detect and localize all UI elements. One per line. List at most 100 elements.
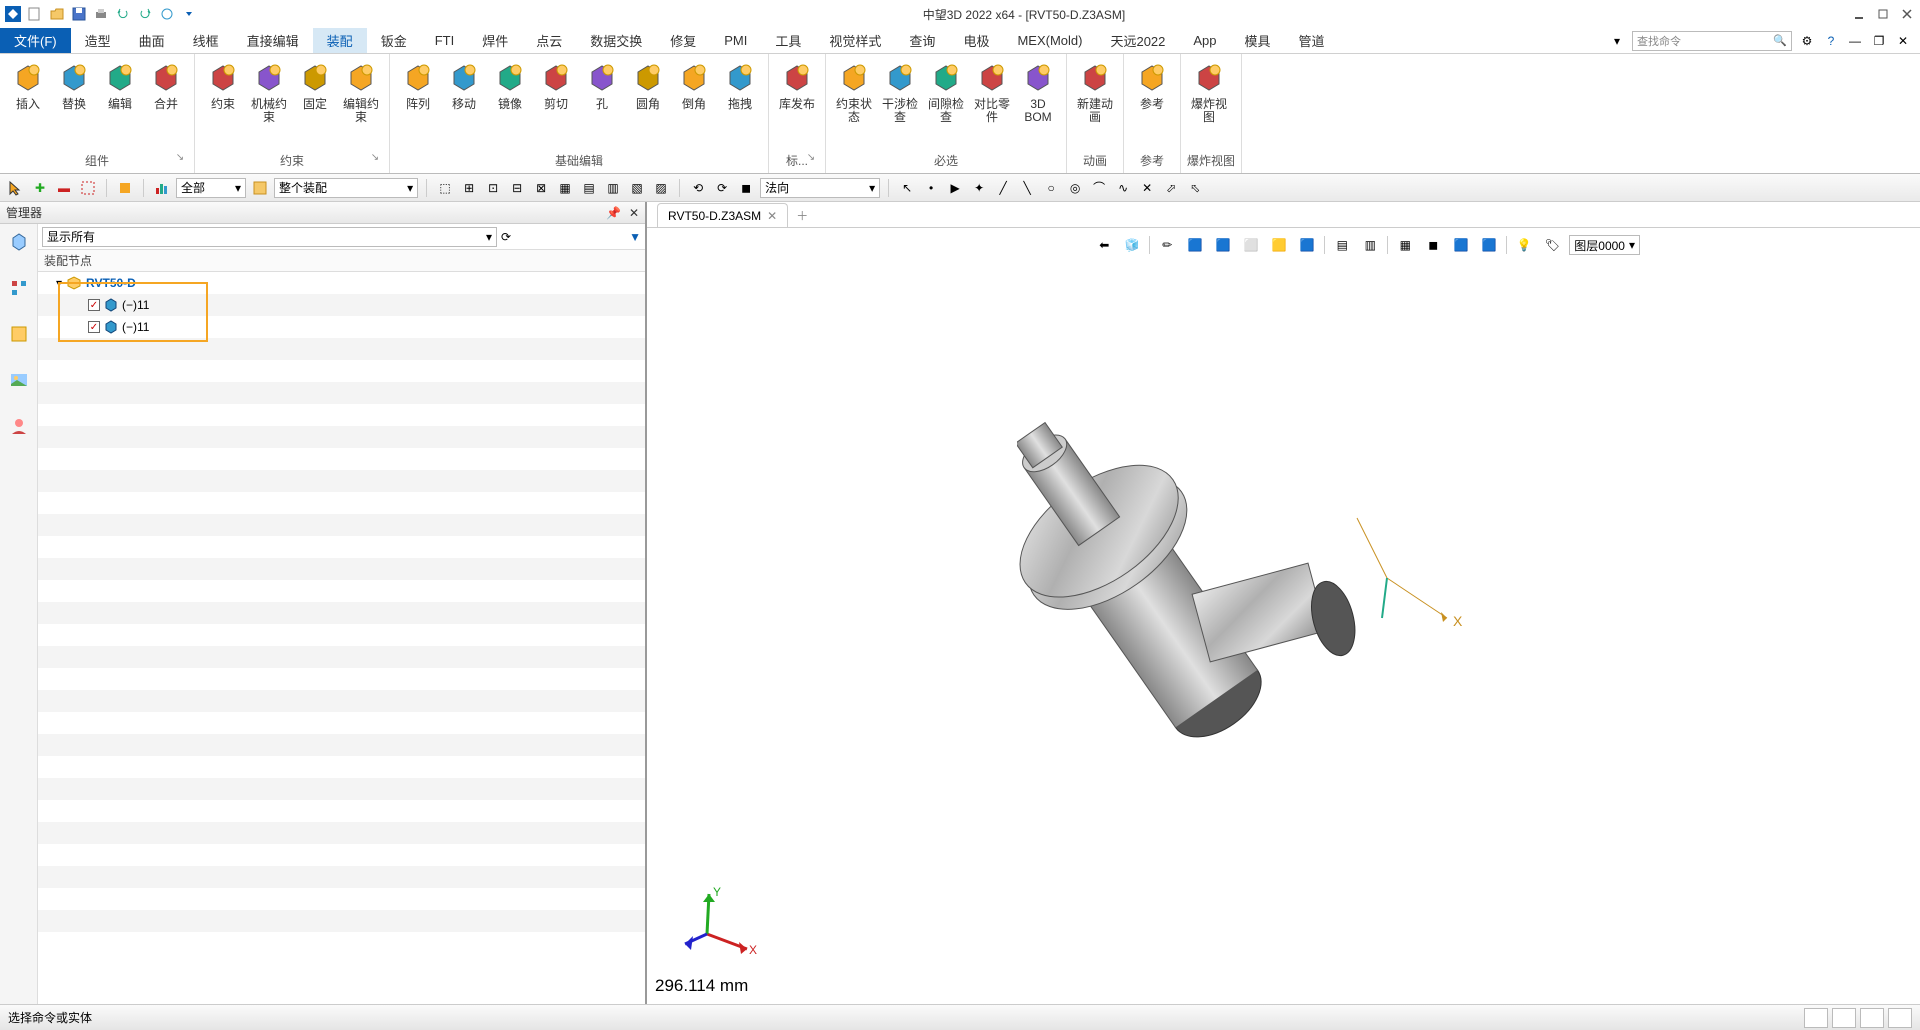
- ribbon-tool[interactable]: 圆角: [626, 58, 670, 113]
- vt-icon-14[interactable]: 🟦: [1478, 234, 1500, 256]
- tool-icon-4[interactable]: ⊟: [507, 178, 527, 198]
- document-tab[interactable]: RVT50-D.Z3ASM ✕: [657, 203, 788, 227]
- menu-tab[interactable]: 查询: [895, 28, 949, 53]
- tool-icon-3[interactable]: ⊡: [483, 178, 503, 198]
- new-icon[interactable]: [26, 5, 44, 23]
- menu-tab[interactable]: 造型: [71, 28, 125, 53]
- vt-icon-13[interactable]: 🟦: [1450, 234, 1472, 256]
- vt-icon-8[interactable]: 🟦: [1296, 234, 1318, 256]
- tool-icon-9[interactable]: ▧: [627, 178, 647, 198]
- vt-icon-11[interactable]: ▦: [1394, 234, 1416, 256]
- line-icon[interactable]: ╱: [993, 178, 1013, 198]
- menu-tab[interactable]: 装配: [313, 28, 367, 53]
- ribbon-tool[interactable]: 约束: [201, 58, 245, 113]
- tool-icon-6[interactable]: ▦: [555, 178, 575, 198]
- menu-tab[interactable]: 数据交换: [576, 28, 656, 53]
- ribbon-tool[interactable]: 拖拽: [718, 58, 762, 113]
- ribbon-tool[interactable]: 编辑约束: [339, 58, 383, 126]
- arrow-icon[interactable]: ↖: [897, 178, 917, 198]
- panel-pin-icon[interactable]: 📌: [606, 206, 621, 220]
- tool-icon-7[interactable]: ▤: [579, 178, 599, 198]
- ribbon-tool[interactable]: 合并: [144, 58, 188, 113]
- cursor-icon[interactable]: [6, 178, 26, 198]
- inner-close-icon[interactable]: ✕: [1894, 32, 1912, 50]
- menu-tab[interactable]: 视觉样式: [815, 28, 895, 53]
- undo-icon[interactable]: [114, 5, 132, 23]
- ribbon-tool[interactable]: 间隙检查: [924, 58, 968, 126]
- command-search[interactable]: 查找命令 🔍: [1632, 31, 1792, 51]
- tab-close-icon[interactable]: ✕: [767, 209, 777, 223]
- ribbon-tool[interactable]: 约束状态: [832, 58, 876, 126]
- ribbon-tool[interactable]: 镜像: [488, 58, 532, 113]
- menu-tab[interactable]: 修复: [656, 28, 710, 53]
- app-icon[interactable]: [4, 5, 22, 23]
- save-icon[interactable]: [70, 5, 88, 23]
- vt-icon-2[interactable]: 🧊: [1121, 234, 1143, 256]
- vt-icon-9[interactable]: ▤: [1331, 234, 1353, 256]
- ribbon-tool[interactable]: 库发布: [775, 58, 819, 113]
- tool-icon-8[interactable]: ▥: [603, 178, 623, 198]
- dropdown-icon[interactable]: [180, 5, 198, 23]
- tree-filter-combo[interactable]: 显示所有 ▾: [42, 227, 497, 247]
- menu-tab[interactable]: FTI: [421, 28, 469, 53]
- side-tab-assembly[interactable]: [7, 230, 31, 254]
- vt-icon-6[interactable]: ⬜: [1240, 234, 1262, 256]
- tree-child-row[interactable]: ✓ (−)11: [38, 294, 645, 316]
- gear-icon[interactable]: ⚙: [1798, 32, 1816, 50]
- filter-combo-2[interactable]: 整个装配▾: [274, 178, 418, 198]
- group-launcher-icon[interactable]: ↘: [174, 152, 186, 164]
- ribbon-tool[interactable]: 编辑: [98, 58, 142, 113]
- menu-tab[interactable]: 焊件: [468, 28, 522, 53]
- cross-icon[interactable]: ✕: [1137, 178, 1157, 198]
- menu-tab[interactable]: 模具: [1231, 28, 1285, 53]
- checkbox-icon[interactable]: ✓: [88, 299, 100, 311]
- tool-icon-1[interactable]: ⬚: [435, 178, 455, 198]
- menu-tab[interactable]: MEX(Mold): [1003, 28, 1096, 53]
- status-btn-3[interactable]: [1860, 1008, 1884, 1028]
- menu-tab[interactable]: App: [1179, 28, 1230, 53]
- open-icon[interactable]: [48, 5, 66, 23]
- menu-tab[interactable]: 直接编辑: [233, 28, 313, 53]
- ribbon-tool[interactable]: 阵列: [396, 58, 440, 113]
- tree-child-row[interactable]: ✓ (−)11: [38, 316, 645, 338]
- ribbon-tool[interactable]: 干涉检查: [878, 58, 922, 126]
- side-tab-box[interactable]: [7, 322, 31, 346]
- diag2-icon[interactable]: ⬁: [1185, 178, 1205, 198]
- filter-combo-3[interactable]: 法向▾: [760, 178, 880, 198]
- cube-icon[interactable]: [115, 178, 135, 198]
- refresh-icon[interactable]: [158, 5, 176, 23]
- ribbon-tool[interactable]: 3D BOM: [1016, 58, 1060, 126]
- wave-icon[interactable]: ∿: [1113, 178, 1133, 198]
- circle-icon[interactable]: ○: [1041, 178, 1061, 198]
- tool-icon-10[interactable]: ▨: [651, 178, 671, 198]
- tree-filter-icon[interactable]: ▼: [629, 230, 641, 244]
- menu-tab[interactable]: 曲面: [125, 28, 179, 53]
- play-icon[interactable]: ▶: [945, 178, 965, 198]
- rotate2-icon[interactable]: ⟳: [712, 178, 732, 198]
- inner-minimize-icon[interactable]: —: [1846, 32, 1864, 50]
- ribbon-tool[interactable]: 替换: [52, 58, 96, 113]
- status-btn-2[interactable]: [1832, 1008, 1856, 1028]
- close-button[interactable]: [1898, 5, 1916, 23]
- arc-icon[interactable]: ⌒: [1089, 178, 1109, 198]
- side-tab-tree[interactable]: [7, 276, 31, 300]
- square-icon[interactable]: ◼: [736, 178, 756, 198]
- menu-tab[interactable]: 电极: [949, 28, 1003, 53]
- plus-icon[interactable]: ✚: [30, 178, 50, 198]
- tree-root-row[interactable]: ▾ RVT50-D: [38, 272, 645, 294]
- help-icon[interactable]: ?: [1822, 32, 1840, 50]
- panel-close-icon[interactable]: ✕: [629, 206, 639, 220]
- tree-refresh-icon[interactable]: ⟳: [501, 230, 511, 244]
- side-tab-user[interactable]: [7, 414, 31, 438]
- menu-tab[interactable]: 管道: [1285, 28, 1339, 53]
- maximize-button[interactable]: [1874, 5, 1892, 23]
- ribbon-tool[interactable]: 剪切: [534, 58, 578, 113]
- assembly-icon[interactable]: [250, 178, 270, 198]
- rotate-icon[interactable]: ⟲: [688, 178, 708, 198]
- minus-icon[interactable]: ▬: [54, 178, 74, 198]
- menu-tab[interactable]: 点云: [522, 28, 576, 53]
- bulb-icon[interactable]: 💡: [1513, 234, 1535, 256]
- ribbon-tool[interactable]: 倒角: [672, 58, 716, 113]
- diag-icon[interactable]: ⬀: [1161, 178, 1181, 198]
- menu-file[interactable]: 文件(F): [0, 28, 71, 53]
